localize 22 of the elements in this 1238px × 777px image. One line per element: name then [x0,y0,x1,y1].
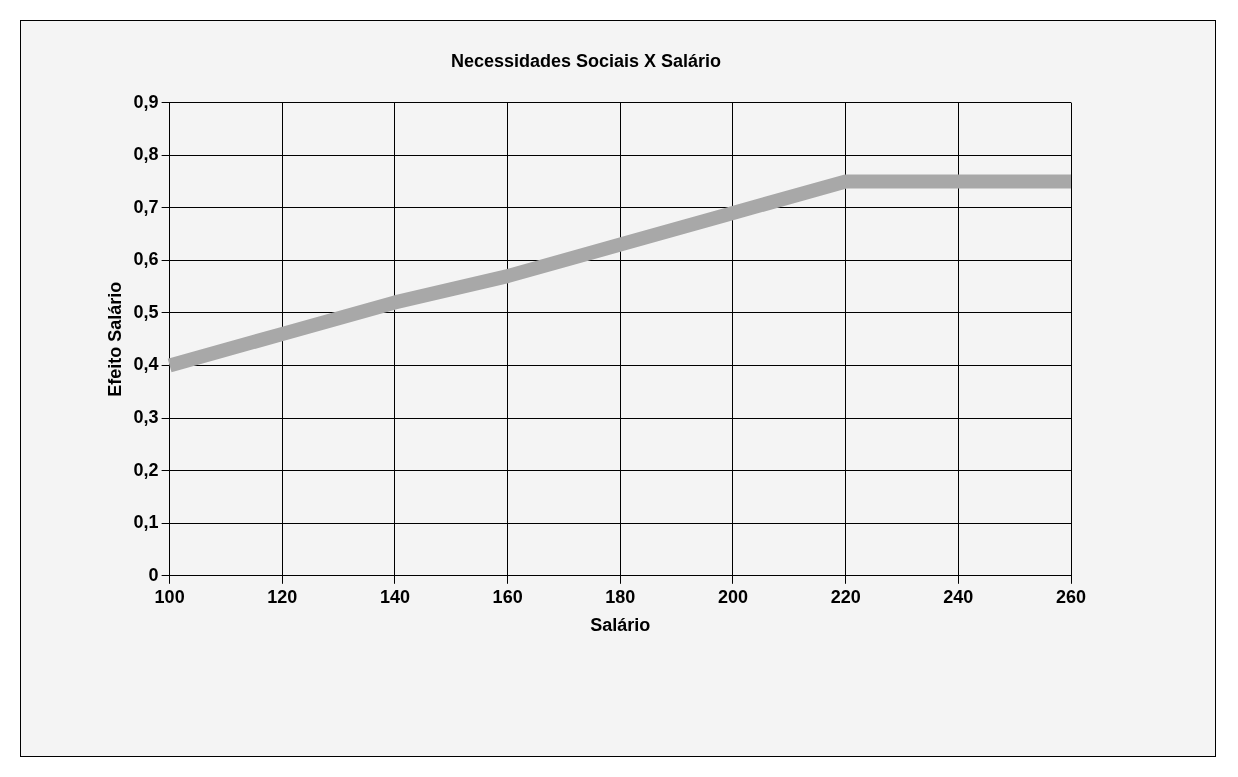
y-tick-label: 0,3 [133,407,159,428]
y-tick-label: 0,9 [133,91,159,112]
y-tick-label: 0,7 [133,196,159,217]
y-axis-title: Efeito Salário [104,281,125,397]
y-tick-label: 0,2 [133,459,159,480]
y-tick-label: 0,4 [133,354,159,375]
y-tick-label: 0,8 [133,144,159,165]
y-tick-label: 0,6 [133,249,159,270]
y-tick-label: 0 [148,564,159,585]
y-tick-label: 0,1 [133,512,159,533]
x-tick-label: 240 [943,586,974,607]
x-tick-label: 260 [1055,586,1087,607]
chart-title: Necessidades Sociais X Salário [450,50,722,71]
x-tick-label: 140 [379,586,410,607]
x-tick-label: 120 [267,586,298,607]
x-tick-label: 180 [605,586,636,607]
y-tick-label: 0,5 [133,301,159,322]
x-tick-label: 160 [492,586,523,607]
x-tick-label: 200 [717,586,749,607]
x-tick-label: 220 [830,586,861,607]
x-tick-label: 100 [154,586,185,607]
x-axis-title: Salário [590,615,651,636]
